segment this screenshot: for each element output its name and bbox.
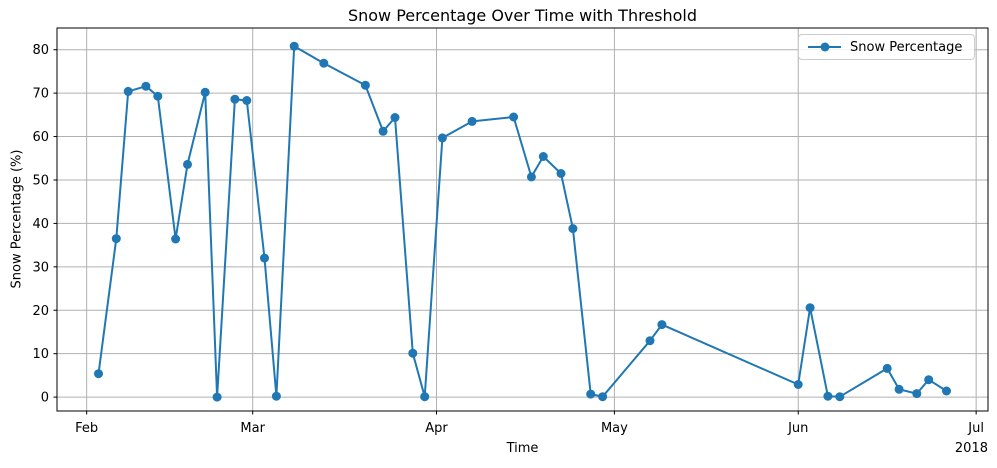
data-point	[420, 392, 430, 402]
legend: Snow Percentage	[798, 34, 976, 60]
data-point	[912, 389, 922, 399]
data-point	[171, 234, 181, 244]
data-point	[230, 94, 240, 104]
data-point	[556, 169, 566, 178]
legend-label: Snow Percentage	[850, 39, 963, 55]
data-line	[97, 45, 948, 399]
data-point	[568, 224, 578, 234]
data-point	[924, 375, 934, 385]
x-tick-label: Jun	[787, 421, 808, 436]
data-point	[200, 87, 210, 97]
x-tick-label: Mar	[240, 421, 265, 436]
data-point	[942, 386, 951, 396]
y-tick-label: 10	[32, 347, 49, 362]
y-tick-label: 0	[41, 391, 49, 406]
data-point	[538, 152, 548, 161]
y-tick-label: 40	[32, 217, 49, 232]
data-point	[123, 86, 133, 96]
y-tick-label: 20	[32, 304, 49, 319]
data-point	[586, 389, 596, 399]
x-tick-label: Jul	[967, 421, 984, 436]
data-point	[319, 58, 329, 68]
data-point	[94, 369, 103, 379]
data-point	[805, 303, 815, 313]
data-point	[526, 172, 536, 182]
plot-area	[56, 27, 989, 412]
data-point	[882, 363, 892, 373]
x-axis-year-offset: 2018	[954, 441, 988, 456]
data-point	[437, 133, 447, 143]
data-point	[894, 384, 904, 394]
data-point	[289, 41, 299, 51]
data-point	[835, 392, 845, 402]
x-tick-label: Feb	[75, 421, 98, 436]
data-point	[509, 112, 519, 122]
data-point	[153, 91, 163, 101]
data-point	[242, 96, 252, 105]
chart-title: Snow Percentage Over Time with Threshold	[347, 6, 698, 25]
data-point	[467, 116, 477, 126]
y-tick-label: 50	[32, 173, 49, 188]
x-tick-label: Apr	[425, 421, 448, 436]
data-point	[212, 392, 222, 402]
data-point	[598, 392, 608, 402]
y-tick-label: 80	[32, 43, 49, 58]
data-point	[823, 391, 833, 401]
data-point	[793, 380, 803, 389]
data-point	[111, 234, 121, 244]
data-point	[360, 80, 370, 90]
y-tick-label: 60	[32, 130, 49, 145]
data-point	[183, 159, 192, 169]
data-point	[657, 320, 667, 330]
data-point	[260, 253, 269, 263]
y-tick-label: 30	[32, 260, 49, 275]
data-point	[645, 336, 655, 346]
legend-marker-dot-icon	[820, 42, 829, 52]
legend-line-marker-icon	[808, 42, 841, 52]
data-point	[271, 391, 281, 401]
data-point	[390, 113, 400, 122]
x-axis-label: Time	[506, 441, 539, 456]
data-point	[378, 126, 388, 136]
x-tick-label: May	[601, 421, 628, 436]
data-point	[141, 81, 151, 91]
y-tick-label: 70	[32, 87, 49, 102]
data-point	[408, 348, 418, 358]
